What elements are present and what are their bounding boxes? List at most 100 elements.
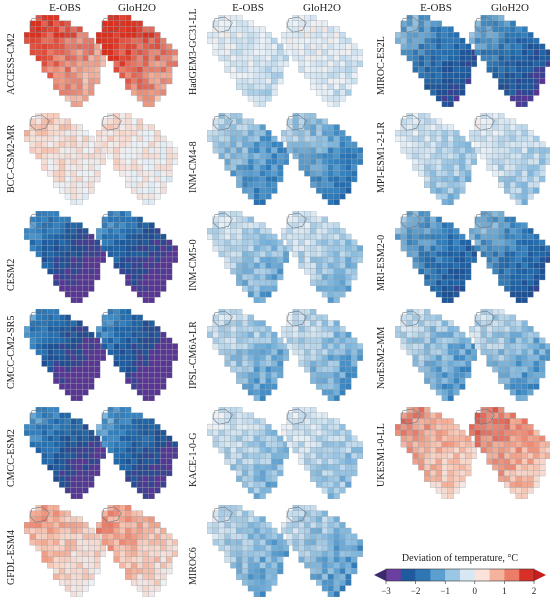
- grid-cell: [76, 366, 83, 373]
- grid-cell: [315, 181, 323, 188]
- grid-cell: [286, 239, 293, 246]
- grid-cell: [282, 550, 289, 557]
- grid-cell: [310, 314, 317, 321]
- grid-cell: [304, 164, 311, 171]
- grid-cell: [236, 256, 243, 263]
- grid-cell: [224, 458, 231, 465]
- grid-cell: [515, 481, 522, 488]
- grid-cell: [424, 424, 431, 431]
- grid-cell: [53, 15, 60, 21]
- grid-cell: [315, 349, 323, 356]
- grid-cell: [339, 447, 346, 454]
- grid-cell: [148, 26, 155, 33]
- grid-cell: [76, 187, 83, 194]
- grid-cell: [333, 55, 340, 62]
- grid-cell: [88, 274, 95, 281]
- grid-cell: [136, 89, 144, 96]
- grid-cell: [503, 164, 511, 171]
- grid-cell: [424, 20, 431, 27]
- grid-cell: [130, 354, 138, 361]
- grid-cell: [509, 412, 517, 419]
- grid-cell: [521, 256, 528, 263]
- grid-cell: [88, 458, 95, 465]
- grid-cell: [224, 331, 231, 338]
- grid-cell: [503, 447, 511, 454]
- grid-cell: [327, 360, 334, 367]
- grid-cell: [253, 279, 260, 286]
- grid-cell: [321, 389, 329, 396]
- grid-cell: [304, 32, 311, 39]
- grid-cell: [241, 366, 249, 373]
- grid-cell: [107, 522, 114, 529]
- grid-cell: [253, 556, 260, 563]
- grid-cell: [241, 556, 249, 563]
- grid-cell: [136, 389, 144, 396]
- grid-cell: [64, 412, 72, 419]
- grid-cell: [345, 89, 352, 96]
- grid-cell: [453, 331, 460, 338]
- grid-cell: [515, 78, 522, 85]
- grid-cell: [441, 441, 448, 448]
- grid-cell: [265, 153, 272, 160]
- grid-cell: [259, 429, 266, 436]
- grid-cell: [160, 435, 167, 442]
- grid-cell: [292, 153, 299, 160]
- grid-cell: [58, 233, 66, 240]
- grid-cell: [453, 147, 460, 154]
- grid-cell: [298, 251, 305, 258]
- grid-cell: [453, 372, 460, 379]
- grid-cell: [412, 435, 419, 442]
- grid-cell: [130, 360, 138, 367]
- grid-cell: [333, 291, 340, 298]
- grid-cell: [453, 181, 460, 188]
- grid-cell: [58, 360, 66, 367]
- grid-cell: [58, 527, 66, 534]
- grid-cell: [218, 349, 225, 356]
- grid-cell: [58, 251, 66, 258]
- grid-cell: [53, 43, 60, 50]
- grid-cell: [241, 124, 249, 131]
- grid-cell: [148, 464, 155, 471]
- grid-cell: [315, 26, 323, 33]
- grid-cell: [130, 429, 138, 436]
- grid-cell: [253, 262, 260, 269]
- grid-cell: [154, 268, 161, 275]
- grid-cell: [136, 337, 144, 344]
- grid-cell: [76, 245, 83, 252]
- grid-cell: [424, 360, 431, 367]
- grid-cell: [503, 60, 511, 67]
- grid-cell: [125, 573, 132, 580]
- grid-cell: [259, 55, 266, 62]
- grid-cell: [241, 251, 249, 258]
- grid-cell: [265, 89, 272, 96]
- grid-cell: [241, 239, 249, 246]
- grid-cell: [486, 26, 493, 33]
- grid-cell: [441, 95, 448, 102]
- grid-cell: [166, 435, 173, 442]
- grid-cell: [527, 239, 534, 246]
- grid-cell: [400, 245, 407, 252]
- grid-cell: [351, 556, 358, 563]
- grid-cell: [515, 475, 522, 482]
- map-grid: [96, 407, 178, 499]
- grid-cell: [503, 158, 511, 165]
- grid-cell: [333, 383, 340, 390]
- grid-cell: [469, 233, 476, 240]
- grid-cell: [47, 360, 54, 367]
- grid-cell: [321, 55, 329, 62]
- grid-cell: [310, 130, 317, 137]
- grid-cell: [310, 20, 317, 27]
- grid-cell: [498, 429, 505, 436]
- grid-cell: [94, 568, 101, 575]
- grid-cell: [503, 435, 511, 442]
- grid-cell: [459, 285, 466, 292]
- grid-cell: [429, 429, 437, 436]
- grid-cell: [171, 545, 178, 552]
- grid-cell: [486, 452, 493, 459]
- grid-cell: [327, 187, 334, 194]
- grid-cell: [453, 95, 460, 102]
- grid-cell: [327, 331, 334, 338]
- grid-cell: [88, 285, 95, 292]
- grid-cell: [521, 176, 528, 183]
- grid-cell: [119, 130, 126, 137]
